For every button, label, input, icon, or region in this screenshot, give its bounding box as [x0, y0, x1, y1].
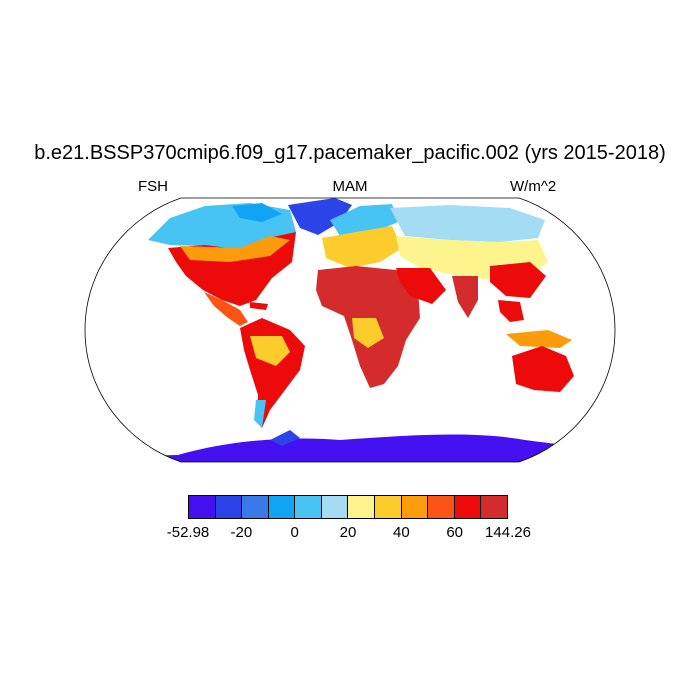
colorbar-box — [400, 495, 429, 519]
plot-title: b.e21.BSSP370cmip6.f09_g17.pacemaker_pac… — [34, 142, 666, 164]
antarctica — [85, 434, 615, 462]
colorbar-box — [427, 495, 455, 519]
colorbar-box — [453, 495, 482, 519]
colorbar-tick-label: 20 — [339, 524, 357, 541]
season-label: MAM — [332, 178, 368, 195]
india — [452, 276, 478, 318]
colorbar-tick-label: 40 — [392, 524, 410, 541]
greenland-region — [288, 198, 352, 235]
northern-asia — [390, 205, 545, 242]
middle-east — [396, 268, 446, 304]
units-label: W/m^2 — [510, 178, 557, 195]
colorbar-box — [294, 495, 322, 519]
colorbar — [188, 495, 508, 519]
australia — [512, 346, 574, 392]
colorbar-tick-label: -20 — [230, 524, 253, 541]
colorbar-tick-label: 0 — [290, 524, 299, 541]
globe-outline — [84, 197, 616, 463]
colorbar-box — [347, 495, 376, 519]
colorbar-tick-label: 60 — [446, 524, 463, 541]
colorbar-box — [374, 495, 402, 519]
europe — [322, 226, 402, 268]
north-america-band — [180, 236, 290, 262]
colorbar-box — [214, 495, 243, 519]
southeast-asia — [498, 300, 524, 322]
amazon-region — [250, 336, 290, 366]
south-america — [240, 318, 305, 428]
colorbar-tick-label: 144.26 — [485, 524, 531, 541]
canadian-islands — [232, 203, 282, 222]
central-africa — [352, 318, 384, 348]
colorbar-box — [480, 495, 508, 519]
caribbean — [250, 302, 268, 310]
mexico-central-america — [204, 292, 248, 326]
east-asia — [490, 262, 546, 298]
colorbar-box — [188, 495, 216, 519]
colorbar-tick-label: -52.98 — [166, 524, 210, 541]
colorbar-box — [241, 495, 269, 519]
colorbar-box — [320, 495, 349, 519]
patagonia — [254, 400, 266, 428]
colorbar-box — [267, 495, 296, 519]
indonesia — [506, 330, 572, 348]
antarctic-peninsula — [270, 430, 300, 446]
variable-label: FSH — [138, 178, 168, 195]
